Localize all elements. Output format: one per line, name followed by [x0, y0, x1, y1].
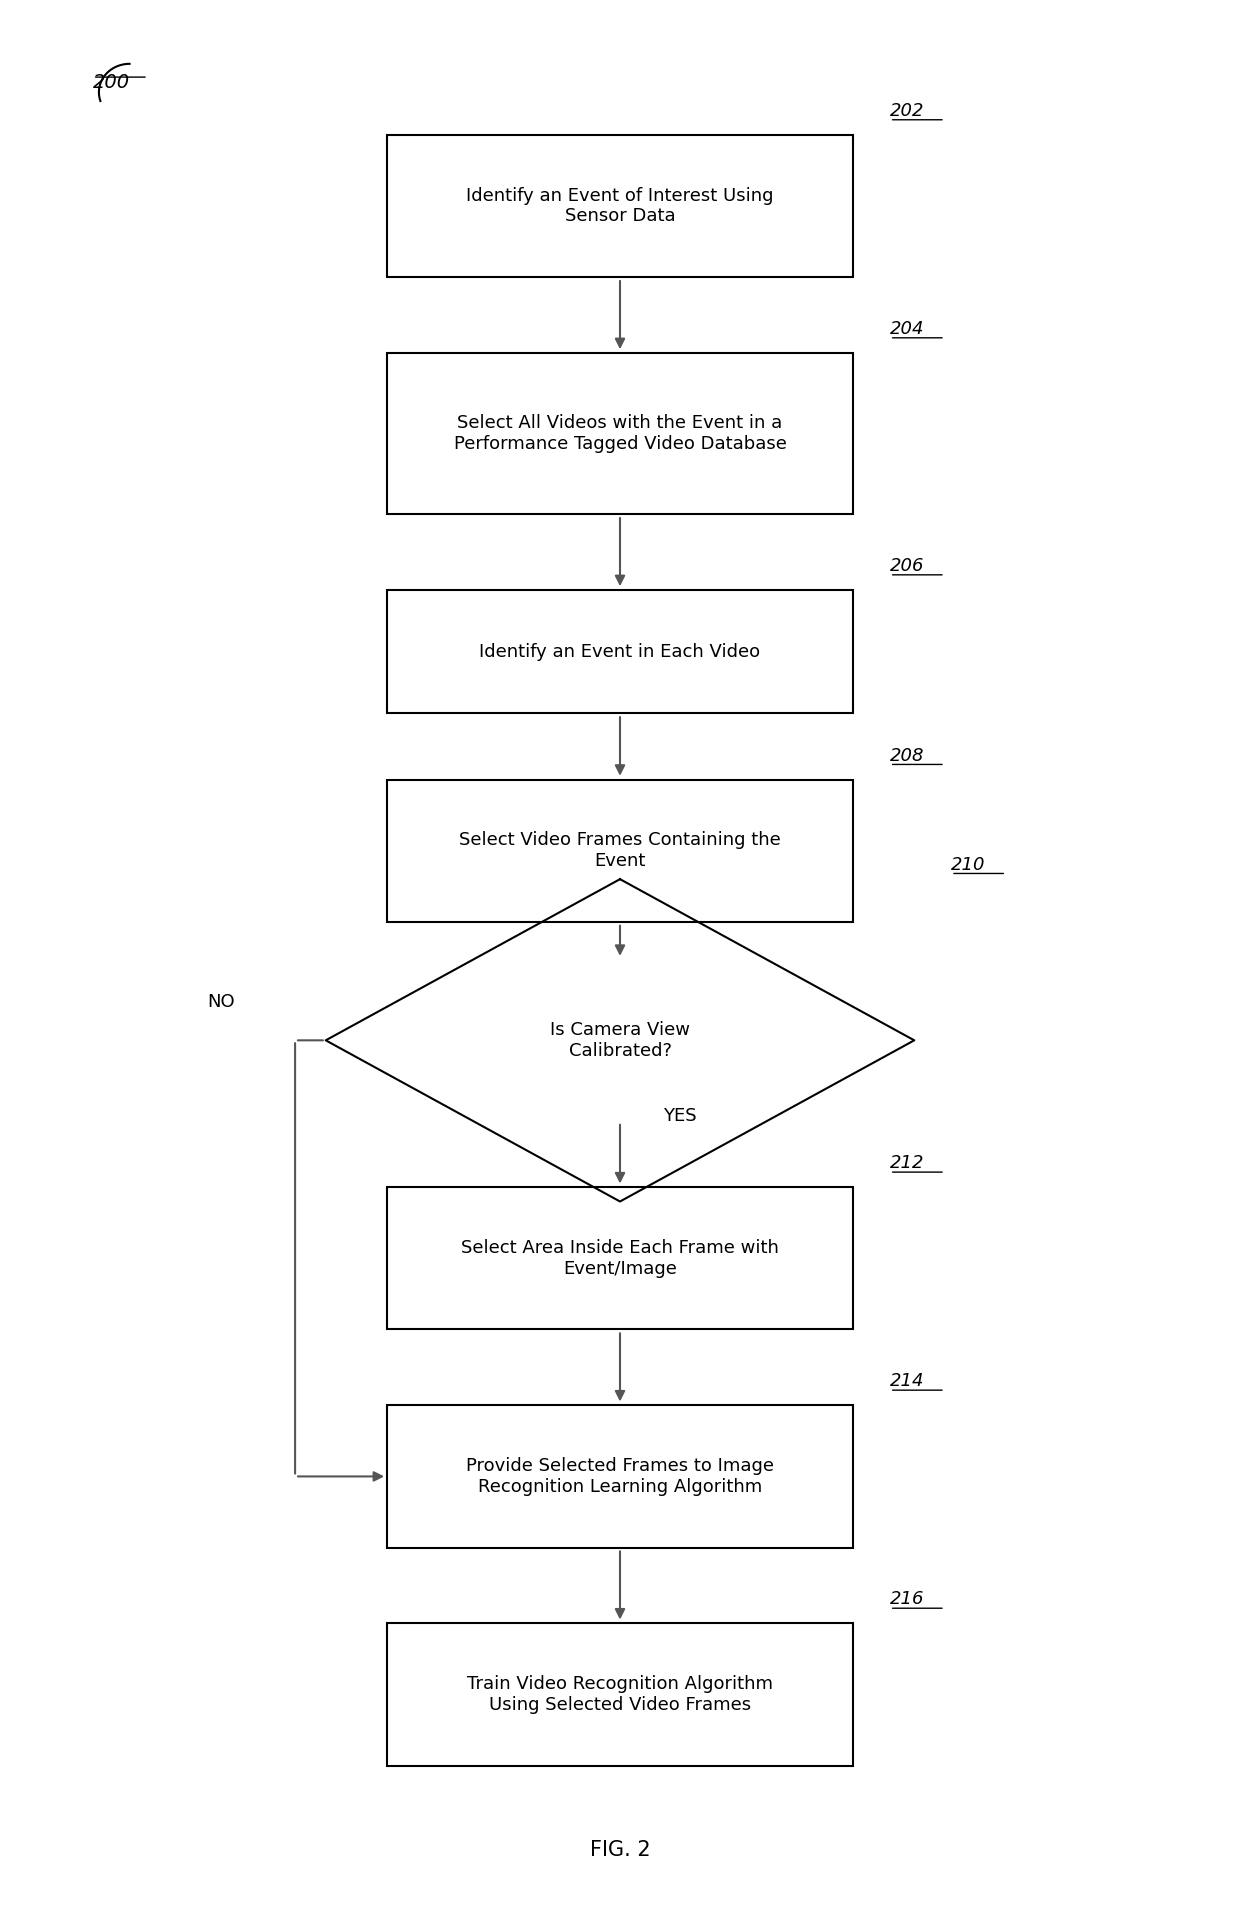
Text: Select All Videos with the Event in a
Performance Tagged Video Database: Select All Videos with the Event in a Pe…: [454, 414, 786, 453]
FancyBboxPatch shape: [387, 779, 853, 923]
Text: YES: YES: [663, 1108, 697, 1125]
Text: 200: 200: [93, 73, 130, 92]
FancyBboxPatch shape: [387, 590, 853, 712]
Text: 202: 202: [890, 101, 924, 120]
FancyBboxPatch shape: [387, 1406, 853, 1547]
Text: NO: NO: [208, 993, 236, 1012]
Text: Identify an Event in Each Video: Identify an Event in Each Video: [480, 642, 760, 661]
Text: 214: 214: [890, 1373, 924, 1390]
Text: 212: 212: [890, 1154, 924, 1173]
Text: Train Video Recognition Algorithm
Using Selected Video Frames: Train Video Recognition Algorithm Using …: [467, 1675, 773, 1713]
Text: 210: 210: [951, 856, 986, 873]
FancyBboxPatch shape: [387, 1188, 853, 1329]
Text: Provide Selected Frames to Image
Recognition Learning Algorithm: Provide Selected Frames to Image Recogni…: [466, 1457, 774, 1496]
Text: 208: 208: [890, 747, 924, 764]
Text: FIG. 2: FIG. 2: [590, 1839, 650, 1860]
Text: 216: 216: [890, 1591, 924, 1608]
Text: Select Area Inside Each Frame with
Event/Image: Select Area Inside Each Frame with Event…: [461, 1240, 779, 1278]
Text: Select Video Frames Containing the
Event: Select Video Frames Containing the Event: [459, 831, 781, 871]
FancyBboxPatch shape: [387, 1624, 853, 1765]
Polygon shape: [326, 879, 914, 1201]
Text: 206: 206: [890, 558, 924, 575]
Text: Identify an Event of Interest Using
Sensor Data: Identify an Event of Interest Using Sens…: [466, 187, 774, 225]
FancyBboxPatch shape: [387, 353, 853, 514]
Text: Is Camera View
Calibrated?: Is Camera View Calibrated?: [551, 1022, 689, 1060]
FancyBboxPatch shape: [387, 136, 853, 277]
Text: 204: 204: [890, 321, 924, 338]
